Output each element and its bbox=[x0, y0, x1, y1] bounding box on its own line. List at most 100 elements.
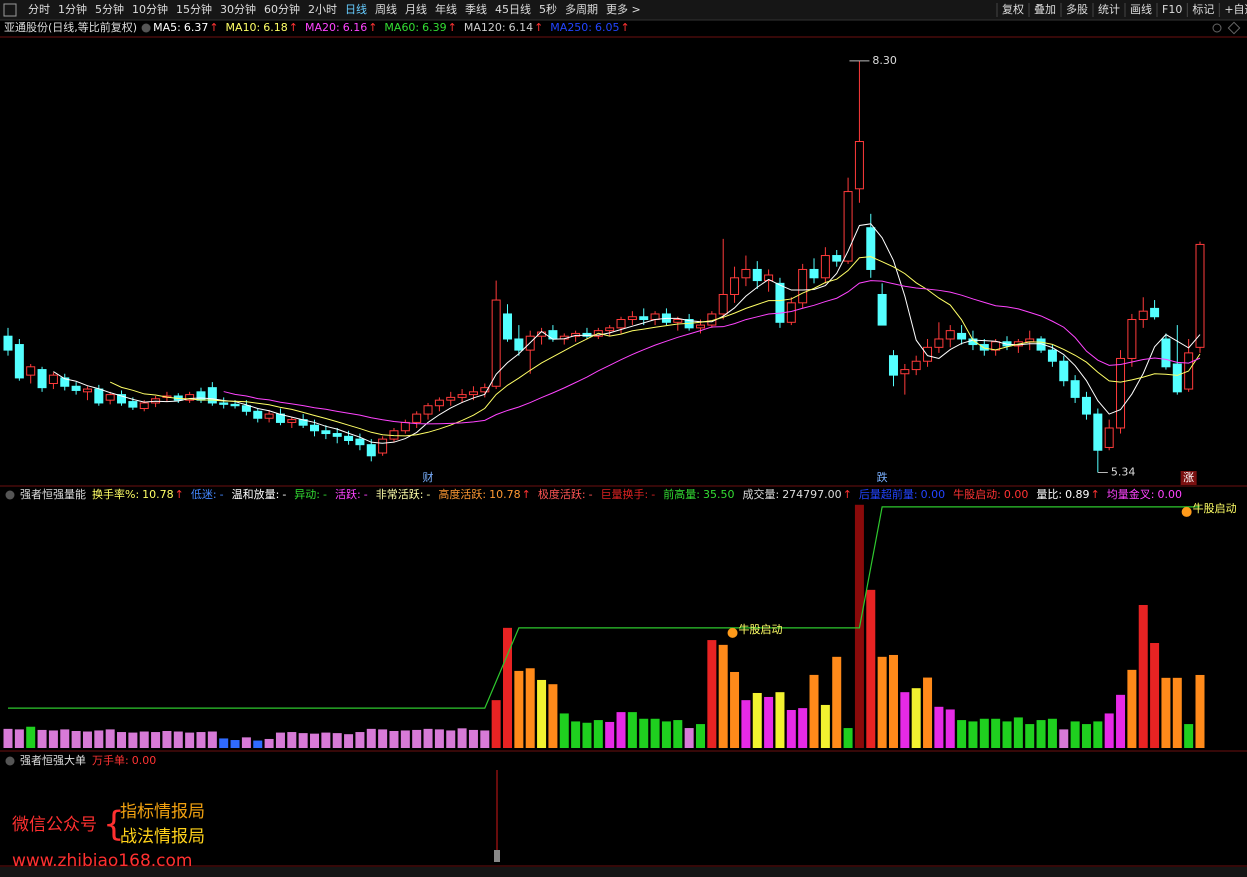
volume-bar bbox=[1138, 604, 1148, 748]
volume-bar bbox=[275, 732, 285, 748]
candle-body bbox=[366, 444, 376, 457]
legend-value: - bbox=[364, 488, 368, 501]
candle-body bbox=[1070, 380, 1080, 398]
volume-bar bbox=[207, 731, 217, 748]
candle-body bbox=[344, 435, 354, 441]
toolbar-tab[interactable]: 5秒 bbox=[539, 2, 557, 16]
candle-body bbox=[866, 227, 876, 270]
candle-body bbox=[832, 255, 842, 262]
toolbar-button[interactable]: F10 bbox=[1162, 3, 1182, 16]
candle-body bbox=[843, 191, 853, 262]
settings-icon[interactable] bbox=[1227, 21, 1241, 35]
candle-body bbox=[26, 366, 36, 376]
candle-body bbox=[60, 377, 70, 387]
toolbar-tab[interactable]: 2小时 bbox=[308, 3, 337, 16]
volume-bar bbox=[1070, 721, 1080, 748]
volume-bar bbox=[582, 722, 592, 748]
volume-bar bbox=[1104, 713, 1114, 748]
volume-bar bbox=[60, 729, 70, 748]
toolbar-tab[interactable]: 分时 bbox=[28, 3, 50, 16]
volume-bar bbox=[639, 718, 649, 748]
collapse-icon[interactable] bbox=[5, 756, 15, 766]
collapse-icon[interactable] bbox=[5, 490, 15, 500]
volume-bar bbox=[457, 728, 467, 748]
volume-bar bbox=[775, 692, 785, 748]
collapse-icon[interactable] bbox=[141, 23, 151, 33]
toolbar-button[interactable]: 复权 bbox=[1002, 2, 1024, 16]
volume-bar bbox=[673, 720, 683, 748]
volume-bar bbox=[71, 730, 81, 748]
panel-title: 强者恒强大单 bbox=[20, 753, 86, 767]
toolbar-tab[interactable]: 45日线 bbox=[495, 2, 531, 16]
low-label: 5.34 bbox=[1111, 465, 1136, 478]
candle-body bbox=[1093, 413, 1103, 451]
candle-body bbox=[332, 433, 342, 437]
volume-bar bbox=[616, 712, 626, 748]
toolbar-tab[interactable]: 5分钟 bbox=[95, 2, 124, 16]
candle-body bbox=[14, 344, 24, 379]
volume-bar bbox=[1002, 721, 1012, 748]
legend-label: MA250: bbox=[550, 21, 592, 34]
volume-bar bbox=[253, 740, 263, 748]
volume-bar bbox=[468, 729, 478, 748]
toolbar-tab[interactable]: 10分钟 bbox=[132, 2, 168, 16]
settings-icon[interactable] bbox=[1212, 23, 1222, 33]
toolbar-button[interactable]: 多股 bbox=[1066, 2, 1088, 16]
event-marker: 跌 bbox=[877, 470, 888, 484]
volume-bar bbox=[332, 733, 342, 748]
candle-body bbox=[241, 405, 251, 412]
toolbar-tab[interactable]: 季线 bbox=[465, 2, 487, 16]
candle-body bbox=[854, 141, 864, 190]
toolbar-button[interactable]: 叠加 bbox=[1034, 3, 1056, 16]
volume-bar bbox=[832, 656, 842, 748]
legend-value: 6.39 bbox=[422, 21, 447, 34]
candle-body bbox=[1036, 338, 1046, 351]
toolbar-button[interactable]: +自选 bbox=[1224, 3, 1247, 16]
candle-body bbox=[775, 282, 785, 323]
volume-bar bbox=[378, 729, 388, 748]
toolbar-tab[interactable]: 1分钟 bbox=[58, 2, 87, 16]
toolbar-tab[interactable]: 15分钟 bbox=[176, 2, 212, 16]
volume-bar bbox=[1047, 718, 1057, 748]
volume-bar bbox=[26, 726, 36, 748]
toolbar-tab[interactable]: 更多 > bbox=[606, 2, 641, 16]
candle-body bbox=[3, 335, 13, 351]
toolbar-tab[interactable]: 60分钟 bbox=[264, 2, 300, 16]
toolbar-tab[interactable]: 月线 bbox=[405, 2, 427, 16]
toolbar-tab[interactable]: 30分钟 bbox=[220, 2, 256, 16]
volume-bar bbox=[695, 724, 705, 748]
volume-bar bbox=[548, 684, 558, 748]
chart-title: 亚通股份(日线,等比前复权) bbox=[4, 20, 137, 34]
volume-bar bbox=[593, 720, 603, 748]
candle-body bbox=[957, 332, 967, 340]
menu-icon[interactable] bbox=[3, 3, 17, 17]
toolbar-tab[interactable]: 日线 bbox=[345, 2, 367, 16]
legend-value: 6.16 bbox=[343, 21, 368, 34]
volume-bar bbox=[117, 732, 127, 748]
volume-bar bbox=[162, 730, 172, 748]
volume-bar bbox=[94, 730, 104, 748]
candle-body bbox=[945, 330, 955, 340]
toolbar-tab[interactable]: 年线 bbox=[435, 2, 457, 16]
toolbar-button[interactable]: 画线 bbox=[1130, 2, 1152, 16]
legend-arrow: ↑ bbox=[1091, 488, 1100, 501]
candle-body bbox=[491, 299, 501, 387]
candle-body bbox=[979, 344, 989, 351]
toolbar-tab[interactable]: 多周期 bbox=[565, 2, 598, 16]
volume-bar bbox=[559, 713, 569, 748]
volume-bar bbox=[287, 732, 297, 748]
toolbar bbox=[0, 0, 1247, 20]
volume-bar bbox=[730, 671, 740, 748]
toolbar-button[interactable]: 标记 bbox=[1192, 2, 1214, 16]
volume-bar bbox=[843, 728, 853, 748]
legend-label: MA5: bbox=[153, 21, 181, 34]
toolbar-button[interactable]: 统计 bbox=[1098, 3, 1120, 16]
candle-body bbox=[253, 410, 263, 419]
volume-bar bbox=[1025, 724, 1035, 748]
toolbar-tab[interactable]: 周线 bbox=[375, 2, 397, 16]
legend-label: 低迷: bbox=[191, 488, 217, 501]
volume-bar bbox=[1059, 729, 1069, 748]
volume-bar bbox=[1172, 677, 1182, 748]
event-marker: 财 bbox=[423, 470, 434, 484]
